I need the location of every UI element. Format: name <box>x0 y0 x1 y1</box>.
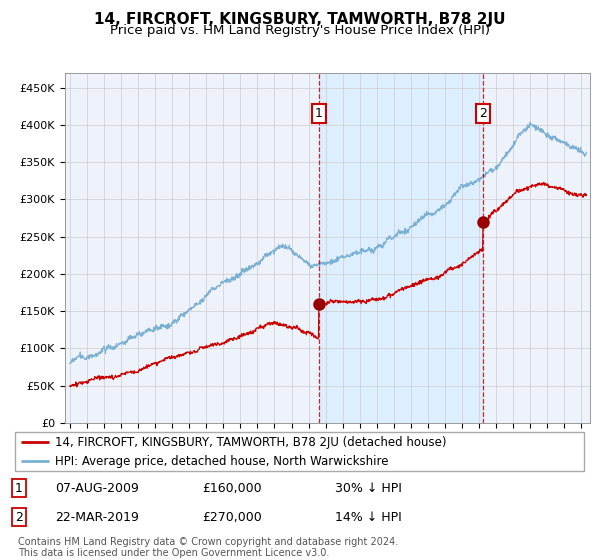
Text: Price paid vs. HM Land Registry's House Price Index (HPI): Price paid vs. HM Land Registry's House … <box>110 24 490 37</box>
Text: £270,000: £270,000 <box>202 511 262 524</box>
Text: 14% ↓ HPI: 14% ↓ HPI <box>335 511 401 524</box>
Text: 1: 1 <box>315 108 323 120</box>
Text: HPI: Average price, detached house, North Warwickshire: HPI: Average price, detached house, Nort… <box>55 455 389 468</box>
Text: 07-AUG-2009: 07-AUG-2009 <box>55 482 139 494</box>
Text: 22-MAR-2019: 22-MAR-2019 <box>55 511 139 524</box>
FancyBboxPatch shape <box>15 432 584 471</box>
Text: Contains HM Land Registry data © Crown copyright and database right 2024.
This d: Contains HM Land Registry data © Crown c… <box>18 536 398 558</box>
Text: 14, FIRCROFT, KINGSBURY, TAMWORTH, B78 2JU (detached house): 14, FIRCROFT, KINGSBURY, TAMWORTH, B78 2… <box>55 436 446 449</box>
Text: £160,000: £160,000 <box>202 482 262 494</box>
Text: 1: 1 <box>15 482 23 494</box>
Text: 2: 2 <box>479 108 487 120</box>
Text: 2: 2 <box>15 511 23 524</box>
Text: 30% ↓ HPI: 30% ↓ HPI <box>335 482 401 494</box>
Text: 14, FIRCROFT, KINGSBURY, TAMWORTH, B78 2JU: 14, FIRCROFT, KINGSBURY, TAMWORTH, B78 2… <box>94 12 506 27</box>
Bar <box>319 73 483 423</box>
